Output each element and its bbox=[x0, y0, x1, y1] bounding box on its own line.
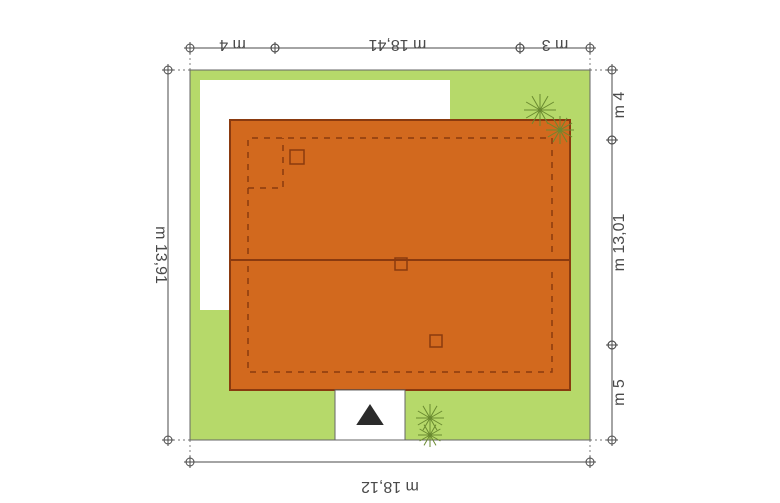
dim-label: m 13,01 bbox=[611, 213, 628, 271]
dim-label: m 18,41 bbox=[368, 36, 426, 53]
dim-label: m 5 bbox=[611, 379, 628, 406]
dim-label: m 3 bbox=[542, 36, 569, 53]
dim-label: m 4 bbox=[219, 36, 246, 53]
site-plan-diagram: m 4 m 18,41 m 3 m 18,12 m 13,91 m 4 m 13,01 m 5 bbox=[0, 0, 780, 503]
dim-label: m 13,91 bbox=[152, 226, 169, 284]
dim-label: m 4 bbox=[611, 92, 628, 119]
dim-label: m 18,12 bbox=[361, 478, 419, 495]
roof bbox=[230, 120, 570, 390]
